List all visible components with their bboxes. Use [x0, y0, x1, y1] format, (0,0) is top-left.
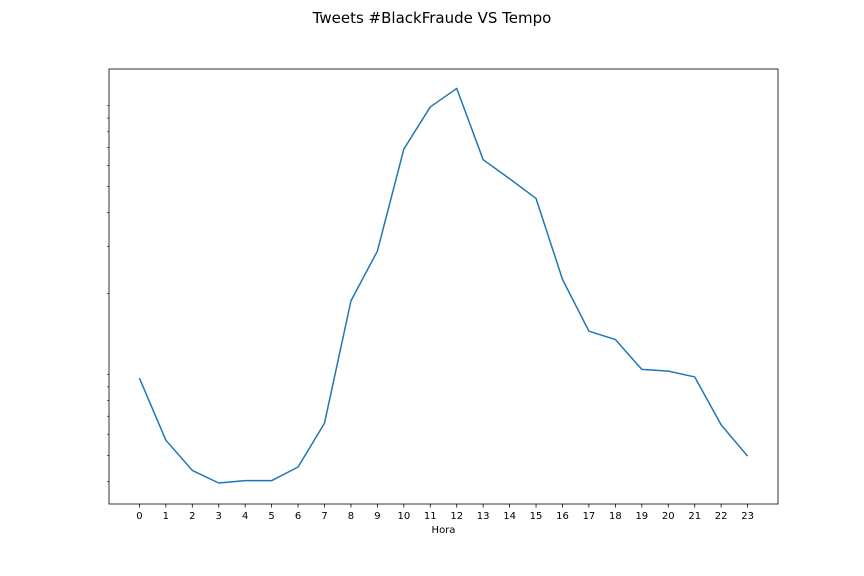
x-tick-label: 15 [530, 511, 543, 522]
x-tick-label: 11 [424, 511, 437, 522]
x-tick-label: 14 [503, 511, 516, 522]
x-tick-label: 6 [295, 511, 301, 522]
x-tick-label: 17 [583, 511, 596, 522]
x-tick-label: 18 [609, 511, 622, 522]
plot-frame [108, 68, 779, 505]
chart-title: Tweets #BlackFraude VS Tempo [312, 9, 552, 27]
x-tick-label: 23 [741, 511, 754, 522]
x-tick-label: 10 [397, 511, 410, 522]
x-tick-label: 7 [321, 511, 327, 522]
x-tick-label: 2 [189, 511, 195, 522]
x-tick-label: 3 [216, 511, 222, 522]
series-layer [138, 87, 749, 484]
x-tick-label: 22 [715, 511, 728, 522]
x-tick-label: 5 [268, 511, 274, 522]
x-tick-label: 16 [556, 511, 569, 522]
x-tick-label: 20 [662, 511, 675, 522]
x-tick-label: 19 [635, 511, 648, 522]
x-tick-label: 4 [242, 511, 248, 522]
x-axis-label: Hora [432, 525, 456, 536]
x-tick-label: 0 [136, 511, 142, 522]
labels-layer: 0 1 2 3 4 5 6 7 8 9 10 11 12 13 14 15 16 17 18 19 20 21 22 23Ho… [136, 511, 754, 536]
x-tick-label: 12 [450, 511, 463, 522]
x-tick-label: 9 [374, 511, 380, 522]
x-tick-label: 8 [348, 511, 354, 522]
ticks-layer [107, 105, 748, 508]
series-line [138, 87, 749, 484]
x-tick-label: 1 [163, 511, 169, 522]
x-tick-label: 13 [477, 511, 490, 522]
x-tick-label: 21 [688, 511, 701, 522]
